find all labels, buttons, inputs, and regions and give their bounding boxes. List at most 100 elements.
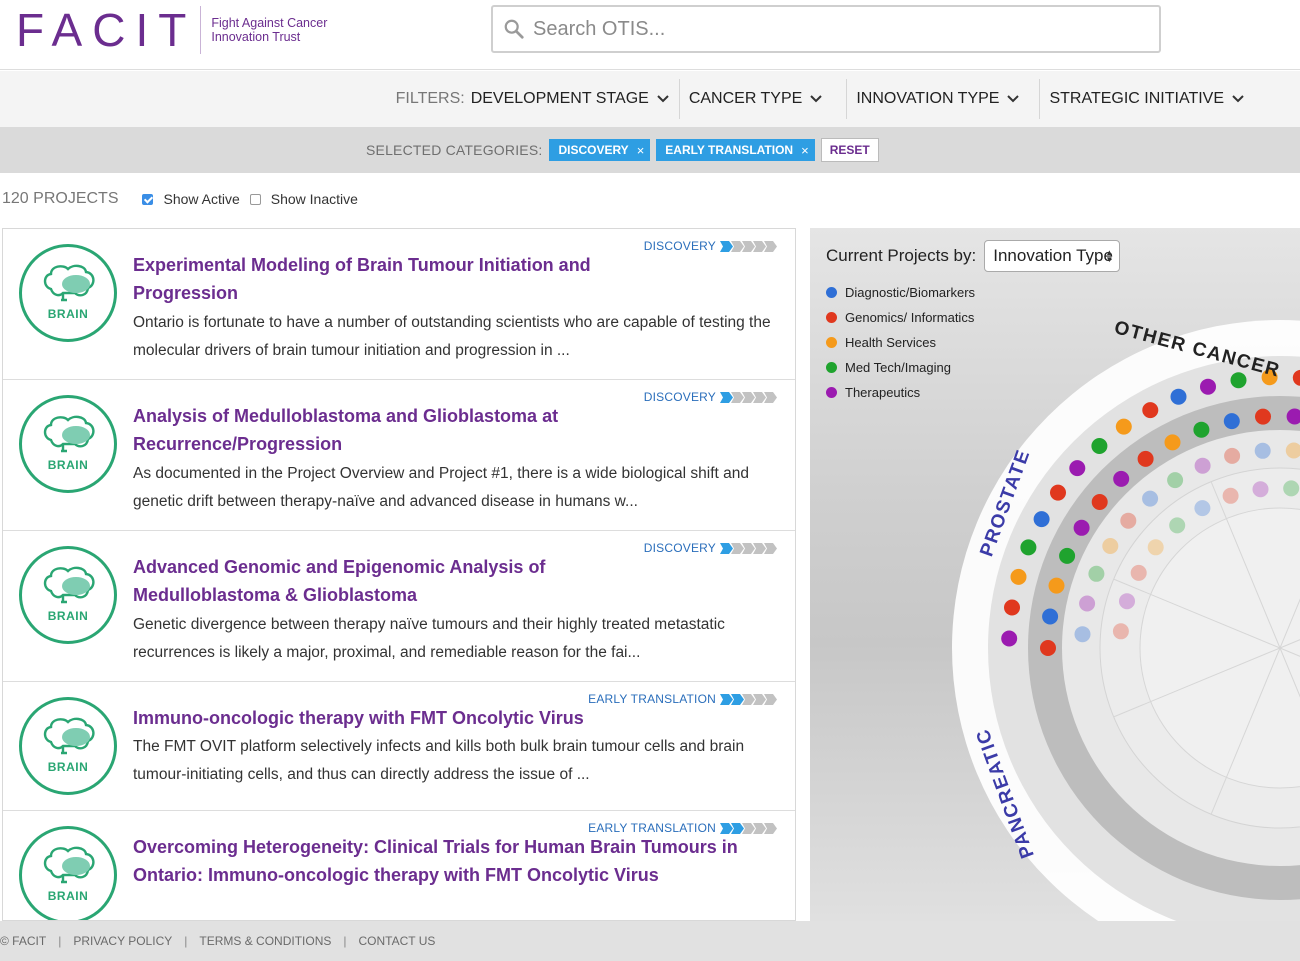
- footer-link-privacy[interactable]: PRIVACY POLICY: [73, 934, 173, 948]
- facit-logo[interactable]: FACIT Fight Against Cancer Innovation Tr…: [16, 6, 327, 54]
- wheel-spoke: [1279, 598, 1300, 649]
- project-dot[interactable]: [1130, 564, 1147, 581]
- filter-cancer-type[interactable]: CANCER TYPE: [678, 79, 833, 119]
- filter-strategic-initiative[interactable]: STRATEGIC INITIATIVE: [1039, 79, 1254, 119]
- category-badge: BRAIN: [19, 826, 117, 920]
- project-dot[interactable]: [1091, 438, 1108, 454]
- project-dot[interactable]: [1254, 442, 1271, 459]
- project-dot[interactable]: [1059, 547, 1076, 564]
- project-dot[interactable]: [1200, 378, 1216, 395]
- project-dot[interactable]: [1286, 408, 1300, 425]
- footer-link-terms[interactable]: TERMS & CONDITIONS: [199, 934, 332, 948]
- stage-step-icon: [764, 693, 777, 705]
- project-dot[interactable]: [1079, 595, 1096, 612]
- stage-step-icon: [753, 240, 766, 252]
- project-dot[interactable]: [1069, 460, 1086, 477]
- select-value: Innovation Type: [993, 246, 1113, 265]
- copyright: © FACIT: [0, 934, 47, 948]
- stage-label: DISCOVERY: [643, 239, 716, 253]
- legend-dot: [826, 287, 837, 298]
- project-dot[interactable]: [1252, 481, 1269, 498]
- results-toolbar: 120 PROJECTS Show Active Show Inactive: [2, 190, 368, 208]
- search-input[interactable]: [533, 17, 1133, 41]
- project-dot[interactable]: [1119, 593, 1135, 610]
- project-dot[interactable]: [1088, 565, 1105, 582]
- close-icon[interactable]: ×: [801, 142, 809, 158]
- project-dot[interactable]: [1194, 500, 1211, 517]
- project-dot[interactable]: [1033, 511, 1050, 528]
- project-title[interactable]: Overcoming Heterogeneity: Clinical Trial…: [133, 837, 738, 885]
- project-dot[interactable]: [1169, 517, 1186, 534]
- project-dot[interactable]: [1112, 623, 1129, 640]
- stage-step-icon: [742, 240, 755, 252]
- project-dot[interactable]: [1283, 480, 1300, 497]
- chip-early-translation[interactable]: EARLY TRANSLATION ×: [656, 139, 815, 161]
- checkbox-checked-icon[interactable]: [142, 193, 154, 205]
- project-dot[interactable]: [1222, 487, 1239, 504]
- project-dot[interactable]: [1147, 539, 1164, 556]
- project-title[interactable]: Advanced Genomic and Epigenomic Analysis…: [133, 557, 546, 605]
- category-label: BRAIN: [47, 307, 89, 321]
- project-dot[interactable]: [1170, 388, 1187, 405]
- project-dot[interactable]: [1115, 418, 1132, 435]
- project-dot[interactable]: [1223, 413, 1240, 430]
- chip-discovery[interactable]: DISCOVERY ×: [549, 139, 651, 161]
- footer-link-contact[interactable]: CONTACT US: [358, 934, 436, 948]
- project-dot[interactable]: [1193, 421, 1210, 438]
- brain-icon: [43, 566, 95, 604]
- project-dot[interactable]: [1073, 519, 1090, 536]
- project-dot[interactable]: [1020, 539, 1037, 556]
- project-dot[interactable]: [1261, 369, 1278, 386]
- site-header: FACIT Fight Against Cancer Innovation Tr…: [0, 0, 1300, 70]
- project-dot[interactable]: [1001, 630, 1018, 647]
- show-inactive-checkbox[interactable]: Show Inactive: [249, 191, 358, 207]
- project-dot[interactable]: [1255, 408, 1271, 425]
- project-card[interactable]: BRAIN DISCOVERY Experimental Modeling of…: [3, 229, 795, 380]
- project-title[interactable]: Analysis of Medulloblastoma and Glioblas…: [133, 406, 559, 454]
- filter-development-stage[interactable]: DEVELOPMENT STAGE: [471, 79, 679, 119]
- project-dot[interactable]: [1010, 568, 1027, 585]
- project-dot[interactable]: [1285, 442, 1300, 459]
- project-dot[interactable]: [1040, 640, 1056, 656]
- chip-label: DISCOVERY: [558, 143, 629, 157]
- project-card[interactable]: BRAIN DISCOVERY Analysis of Medulloblast…: [3, 380, 795, 531]
- stage-step-icon: [731, 240, 744, 252]
- project-dot[interactable]: [1050, 484, 1066, 501]
- project-title[interactable]: Immuno-oncologic therapy with FMT Oncoly…: [133, 708, 584, 728]
- project-dot[interactable]: [1194, 457, 1211, 474]
- filter-innovation-type[interactable]: INNOVATION TYPE: [846, 79, 1029, 119]
- project-dot[interactable]: [1230, 372, 1247, 389]
- project-title[interactable]: Experimental Modeling of Brain Tumour In…: [133, 255, 591, 303]
- project-dot[interactable]: [1102, 538, 1119, 554]
- project-dot[interactable]: [1167, 472, 1184, 489]
- project-dot[interactable]: [1164, 434, 1181, 451]
- project-dot[interactable]: [1042, 608, 1059, 625]
- project-dot[interactable]: [1091, 494, 1108, 510]
- reset-button[interactable]: RESET: [820, 138, 879, 162]
- project-dot[interactable]: [1137, 450, 1154, 467]
- close-icon[interactable]: ×: [636, 142, 645, 158]
- project-dot[interactable]: [1142, 490, 1159, 507]
- checkbox-unchecked-icon[interactable]: [249, 193, 261, 205]
- project-card[interactable]: BRAIN EARLY TRANSLATION Immuno-oncologic…: [3, 682, 795, 811]
- project-card[interactable]: BRAIN DISCOVERY Advanced Genomic and Epi…: [3, 531, 795, 682]
- project-card[interactable]: BRAIN EARLY TRANSLATION Overcoming Heter…: [3, 811, 795, 920]
- logo-divider: [200, 6, 202, 54]
- project-dot[interactable]: [1004, 599, 1020, 616]
- group-by-select[interactable]: Innovation Type ▲ ▼: [984, 240, 1121, 272]
- project-dot[interactable]: [1120, 512, 1137, 529]
- project-dot[interactable]: [1074, 626, 1091, 643]
- show-active-checkbox[interactable]: Show Active: [142, 191, 240, 207]
- category-label: BRAIN: [47, 760, 89, 774]
- project-dot[interactable]: [1224, 447, 1241, 464]
- project-list: BRAIN DISCOVERY Experimental Modeling of…: [2, 228, 796, 921]
- project-dot[interactable]: [1113, 470, 1130, 487]
- filters-label: FILTERS:: [395, 90, 465, 107]
- project-dot[interactable]: [1292, 369, 1300, 386]
- logo-tagline: Fight Against Cancer Innovation Trust: [211, 16, 327, 44]
- brain-icon: [43, 717, 95, 755]
- project-dot[interactable]: [1048, 577, 1065, 594]
- project-dot[interactable]: [1142, 402, 1159, 419]
- search-box[interactable]: [491, 5, 1161, 53]
- stage-label: DISCOVERY: [643, 390, 716, 404]
